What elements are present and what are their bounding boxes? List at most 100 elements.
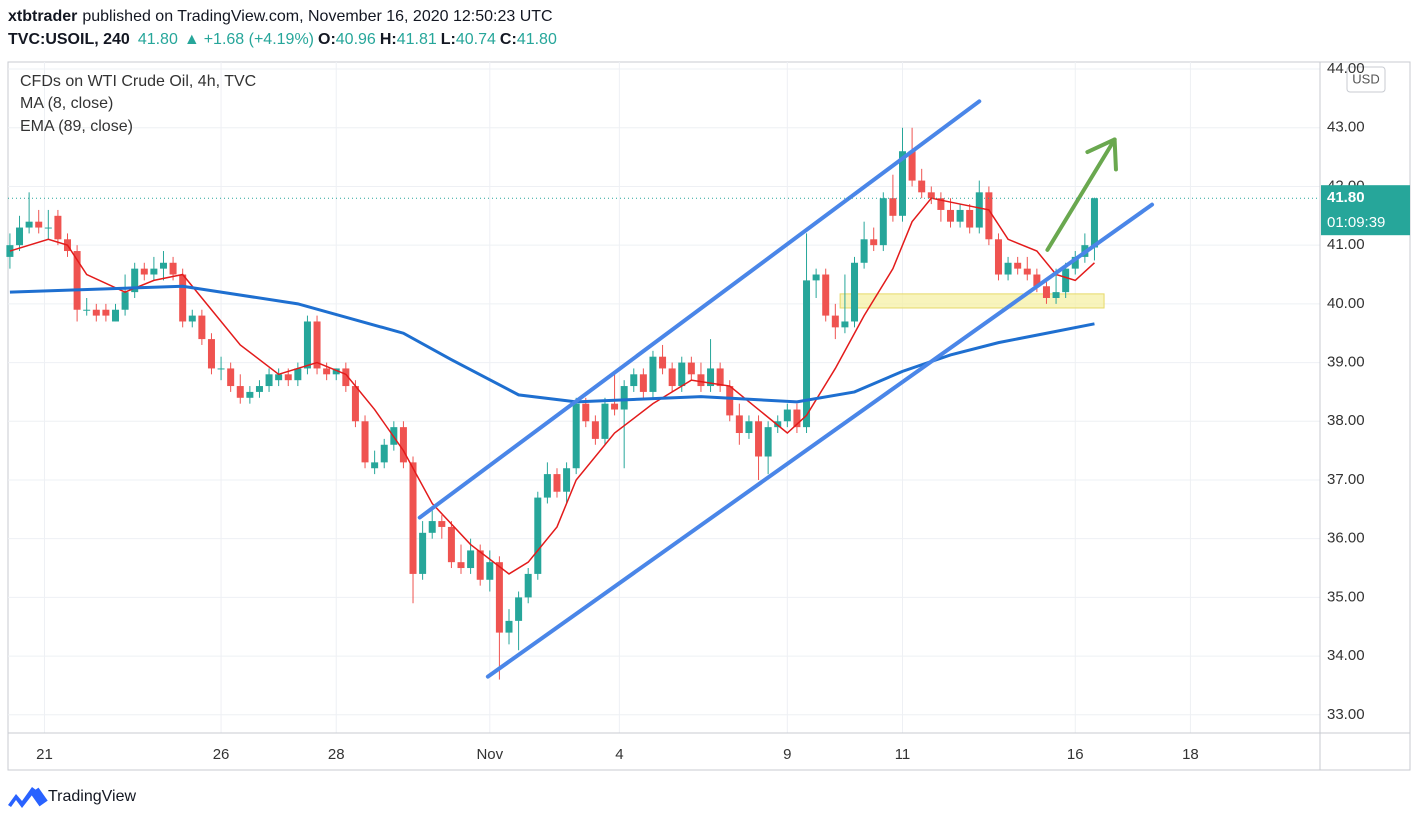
candle-body	[1042, 286, 1050, 298]
candle-body	[428, 521, 436, 533]
candle-body	[121, 292, 129, 310]
candle-body	[83, 309, 91, 311]
candle-body	[879, 198, 887, 246]
indicator-line	[9, 197, 1095, 575]
candle-body	[25, 221, 33, 228]
candle-body	[899, 151, 907, 216]
y-tick-label: 36.00	[1327, 530, 1365, 547]
candle-body	[323, 368, 331, 375]
x-tick-label: 11	[895, 746, 911, 763]
legend-entry: EMA (89, close)	[20, 118, 133, 135]
ohlc-label: C:	[500, 31, 517, 48]
candle-body	[284, 374, 292, 381]
candle-body	[515, 597, 523, 621]
countdown: 01:09:39	[1327, 214, 1385, 231]
x-tick-label: 21	[36, 746, 53, 763]
legend-entry: MA (8, close)	[20, 95, 113, 112]
candle-body	[332, 368, 340, 375]
trend-line	[485, 202, 1155, 679]
candle-body	[246, 391, 254, 398]
candle-body	[476, 550, 484, 580]
x-tick-label: Nov	[476, 746, 503, 763]
candle-body	[1052, 292, 1060, 298]
x-tick-label: 9	[783, 746, 791, 763]
y-tick-label: 33.00	[1327, 706, 1365, 723]
y-tick-label: 39.00	[1327, 354, 1365, 371]
candle-body	[16, 227, 24, 246]
candle-body	[217, 368, 225, 370]
candle-body	[946, 209, 954, 222]
candle-body	[889, 198, 897, 216]
change: +1.68 (+4.19%)	[204, 31, 314, 48]
x-tick-label: 18	[1182, 746, 1199, 763]
candle-body	[111, 309, 119, 322]
candle-body	[755, 421, 763, 457]
candle-body	[409, 462, 417, 574]
candle-body	[793, 409, 801, 428]
candle-body	[275, 374, 283, 381]
candle-body	[236, 386, 244, 398]
candle-body	[668, 368, 676, 387]
candle-body	[611, 403, 619, 410]
candle-body	[1062, 268, 1070, 293]
candle-body	[985, 192, 993, 240]
candle-body	[486, 562, 494, 580]
x-tick-label: 4	[615, 746, 623, 763]
x-tick-label: 28	[328, 746, 345, 763]
candle-body	[255, 386, 263, 392]
candle-body	[351, 386, 359, 422]
candle-body	[313, 321, 321, 369]
currency: USD	[1352, 71, 1379, 86]
candle-body	[937, 198, 945, 210]
candle-body	[1004, 262, 1012, 275]
tradingview-logo	[8, 787, 48, 808]
candle-body	[1014, 262, 1022, 269]
candle-body	[457, 562, 465, 569]
candle-body	[140, 268, 148, 275]
up-arrow: ▲	[184, 31, 200, 48]
ohlc-value: 41.81	[397, 31, 437, 48]
candle-body	[630, 374, 638, 387]
candle-body	[73, 251, 81, 310]
candle-body	[447, 526, 455, 563]
ohlc-label: L:	[441, 31, 456, 48]
candle-body	[6, 245, 14, 257]
ohlc-value: 41.80	[517, 31, 557, 48]
candle-body	[994, 239, 1002, 275]
candle-body	[783, 409, 791, 422]
arrow-shaft	[1045, 137, 1117, 252]
candle-body	[745, 421, 753, 434]
candle-body	[505, 620, 513, 633]
candle-body	[534, 497, 542, 574]
candle-body	[553, 474, 561, 492]
candle-body	[92, 309, 100, 316]
candle-body	[159, 262, 167, 269]
highlight-box	[839, 293, 1105, 309]
candle-body	[198, 315, 206, 340]
candle-body	[697, 374, 705, 387]
candle-body	[438, 521, 446, 527]
candle-body	[639, 374, 647, 392]
last: 41.80	[138, 31, 178, 48]
candle-body	[1033, 274, 1041, 287]
candle-body	[601, 403, 609, 439]
y-tick-label: 40.00	[1327, 295, 1365, 312]
candle-body	[764, 427, 772, 457]
candle-body	[851, 262, 859, 322]
logo-tail	[30, 787, 48, 807]
candle-body	[803, 280, 811, 428]
candle-body	[188, 315, 196, 322]
candle-body	[207, 339, 215, 369]
candle-body	[908, 151, 916, 181]
candle-body	[726, 386, 734, 416]
ohlc-label: O:	[318, 31, 336, 48]
candle-body	[831, 315, 839, 328]
candle-body	[716, 368, 724, 387]
candle-body	[265, 374, 273, 387]
candle-body	[870, 239, 878, 246]
candle-body	[841, 321, 849, 328]
candle-body	[495, 562, 503, 633]
candle-body	[774, 421, 782, 428]
candle-body	[659, 356, 667, 369]
author: xtbtrader	[8, 8, 77, 25]
